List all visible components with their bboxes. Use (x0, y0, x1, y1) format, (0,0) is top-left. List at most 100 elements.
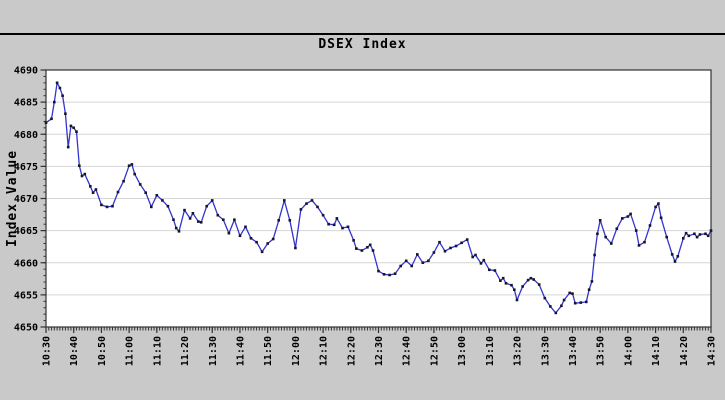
data-point-marker (368, 243, 372, 247)
data-point-marker (526, 278, 530, 282)
data-point-marker (560, 304, 563, 308)
data-point-markers (44, 81, 713, 315)
data-point-marker (61, 94, 64, 97)
data-point-marker (191, 212, 195, 215)
data-point-marker (305, 202, 308, 205)
y-tick-label: 4680 (14, 130, 38, 141)
data-point-marker (493, 269, 497, 272)
data-point-marker (510, 283, 513, 287)
data-point-marker (554, 311, 558, 315)
data-point-marker (501, 276, 505, 280)
data-point-marker (615, 227, 619, 230)
x-tick-label: 10:40 (69, 336, 80, 366)
y-tick-label: 4685 (14, 98, 38, 109)
data-point-marker (596, 232, 599, 236)
y-axis-title: Index Value (5, 150, 20, 247)
x-tick-label: 11:10 (152, 336, 163, 366)
data-point-marker (111, 204, 114, 208)
data-point-marker (199, 221, 203, 224)
data-point-marker (709, 229, 713, 232)
data-point-marker (634, 229, 638, 232)
data-point-marker (404, 259, 408, 263)
data-point-marker (393, 272, 397, 275)
data-point-marker (271, 237, 275, 241)
x-tick-label: 11:30 (208, 336, 219, 366)
x-tick-label: 13:30 (540, 336, 551, 366)
data-point-marker (687, 234, 691, 238)
data-point-marker (294, 246, 297, 250)
data-point-marker (205, 204, 208, 208)
data-point-marker (255, 240, 258, 244)
x-tick-label: 12:20 (346, 336, 357, 366)
data-point-marker (438, 240, 441, 244)
data-point-marker (568, 291, 571, 295)
y-tick-label: 4690 (14, 66, 38, 77)
data-point-marker (673, 260, 677, 263)
data-point-marker (377, 269, 380, 273)
y-tick-label: 4650 (14, 323, 38, 334)
data-point-marker (94, 188, 98, 191)
data-point-marker (432, 251, 436, 254)
data-point-marker (604, 235, 607, 239)
data-point-marker (89, 185, 92, 188)
data-point-marker (465, 238, 469, 241)
data-point-marker (64, 112, 67, 115)
data-point-marker (537, 283, 541, 286)
data-point-marker (299, 208, 303, 211)
data-point-marker (335, 217, 339, 220)
data-point-marker (416, 253, 419, 256)
data-point-marker (177, 230, 181, 233)
plot-frame (45, 69, 712, 328)
data-point-marker (670, 253, 674, 256)
data-point-marker (573, 301, 577, 305)
data-point-marker (327, 222, 330, 226)
data-point-marker (654, 205, 657, 209)
data-point-marker (562, 298, 566, 302)
x-tick-label: 13:40 (568, 336, 579, 366)
data-point-marker (197, 220, 200, 223)
data-point-marker (174, 226, 178, 230)
data-point-marker (504, 282, 508, 285)
data-point-marker (244, 225, 247, 229)
data-point-marker (360, 249, 364, 252)
data-point-marker (238, 234, 242, 238)
data-point-marker (155, 194, 159, 197)
x-tick-label: 12:30 (374, 336, 385, 366)
data-point-marker (150, 205, 153, 209)
y-tick-label: 4670 (14, 194, 38, 205)
y-tick-label: 4675 (14, 162, 38, 173)
data-point-marker (488, 268, 491, 272)
x-tick-label: 11:00 (125, 336, 136, 366)
data-point-marker (657, 202, 660, 205)
data-point-marker (116, 190, 120, 194)
data-point-marker (346, 225, 350, 229)
data-point-marker (587, 288, 591, 291)
data-point-marker (227, 231, 231, 235)
data-point-marker (515, 298, 519, 302)
data-point-marker (83, 172, 87, 176)
data-point-marker (352, 239, 355, 242)
data-point-marker (449, 246, 452, 250)
data-point-marker (66, 145, 70, 149)
data-point-marker (172, 218, 175, 221)
data-point-marker (138, 183, 142, 186)
data-point-marker (474, 253, 477, 257)
data-point-marker (682, 237, 685, 240)
data-point-marker (590, 280, 594, 283)
data-point-marker (161, 199, 164, 202)
x-tick-label: 14:20 (679, 336, 690, 366)
x-tick-label: 14:30 (707, 336, 718, 366)
data-point-marker (704, 232, 707, 236)
data-point-marker (621, 217, 624, 220)
data-point-marker (166, 204, 170, 208)
x-tick-label: 13:50 (596, 336, 607, 366)
x-tick-label: 11:20 (180, 336, 191, 366)
data-point-marker (105, 205, 109, 209)
x-tick-label: 12:00 (291, 336, 302, 366)
data-point-marker (122, 179, 125, 183)
x-tick-label: 14:10 (651, 336, 662, 366)
data-point-marker (521, 285, 524, 288)
data-point-marker (249, 237, 253, 240)
